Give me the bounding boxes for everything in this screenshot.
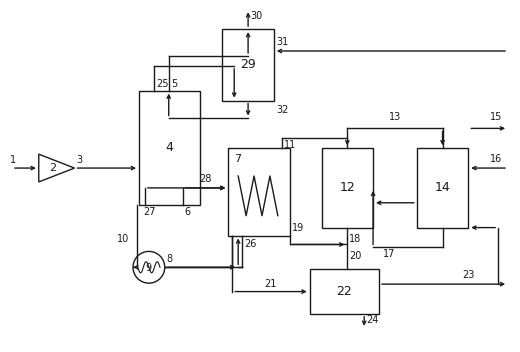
Text: 15: 15 — [490, 112, 502, 122]
Text: 21: 21 — [265, 278, 277, 289]
Text: 8: 8 — [167, 254, 173, 264]
Bar — [309, 269, 379, 314]
Text: 24: 24 — [366, 315, 379, 325]
Bar — [222, 29, 274, 101]
Text: 1: 1 — [10, 155, 16, 165]
Text: 14: 14 — [435, 181, 450, 194]
Bar — [417, 148, 469, 228]
Text: 6: 6 — [185, 207, 191, 217]
Circle shape — [133, 251, 165, 283]
Text: 12: 12 — [340, 181, 355, 194]
Text: 5: 5 — [171, 79, 177, 89]
Bar — [228, 148, 290, 235]
Text: 11: 11 — [284, 140, 296, 150]
Text: 20: 20 — [349, 251, 362, 261]
Text: 23: 23 — [462, 270, 475, 280]
Text: 3: 3 — [76, 155, 83, 165]
Bar — [139, 91, 201, 205]
Text: 13: 13 — [389, 112, 401, 122]
Text: 27: 27 — [143, 207, 155, 217]
Text: 26: 26 — [244, 239, 256, 250]
Text: 10: 10 — [117, 234, 129, 245]
Text: 16: 16 — [490, 154, 502, 164]
Text: 31: 31 — [276, 37, 288, 47]
Text: 29: 29 — [240, 58, 256, 71]
Text: 4: 4 — [166, 141, 174, 154]
Text: 2: 2 — [49, 163, 56, 173]
Text: 9: 9 — [145, 263, 151, 273]
Text: 7: 7 — [234, 154, 241, 164]
Text: 17: 17 — [383, 250, 395, 259]
Text: 19: 19 — [292, 222, 304, 233]
Text: 28: 28 — [199, 174, 212, 184]
Polygon shape — [39, 154, 74, 182]
Text: 25: 25 — [156, 79, 168, 89]
Text: 22: 22 — [336, 285, 352, 298]
Bar — [321, 148, 373, 228]
Text: 32: 32 — [276, 105, 288, 114]
Text: 30: 30 — [250, 11, 262, 21]
Text: 18: 18 — [349, 233, 361, 244]
